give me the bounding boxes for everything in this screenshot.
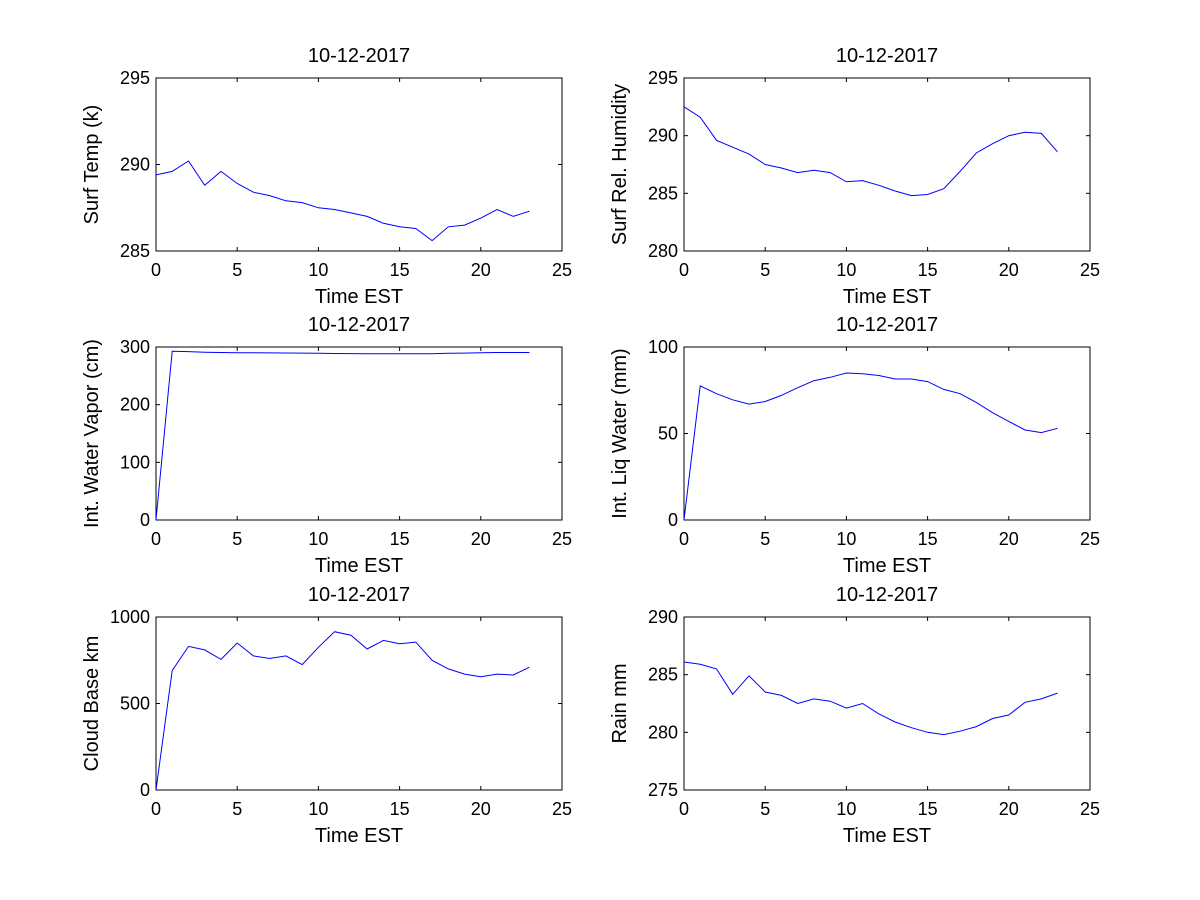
x-tick-label: 15 — [390, 529, 410, 549]
x-tick-label: 5 — [232, 529, 242, 549]
x-tick-label: 20 — [471, 529, 491, 549]
y-axis-label: Surf Rel. Humidity — [609, 84, 631, 245]
subplot-4: 0 5 10 15 20 25 0 50 100 10-12-2017 Time EST Int. L… — [609, 314, 1100, 577]
x-tick-label: 20 — [999, 799, 1019, 819]
x-tick-label: 10 — [836, 260, 856, 280]
x-tick-label: 10 — [308, 529, 328, 549]
x-axis-label: Time EST — [315, 825, 403, 847]
x-tick-label: 25 — [552, 529, 572, 549]
x-tick-label: 0 — [679, 260, 689, 280]
chart-title: 10-12-2017 — [308, 584, 410, 606]
series-line-1 — [683, 106, 1058, 197]
chart-title: 10-12-2017 — [308, 314, 410, 336]
subplot-6: 0 5 10 15 20 25 275 280 285 290 10-12-2017 Time EST… — [609, 584, 1100, 847]
y-tick-label: 295 — [120, 68, 150, 88]
subplot-1: 0 5 10 15 20 25 285 290 295 10-12-2017 Time EST Sur… — [81, 45, 572, 308]
x-axis-label: Time EST — [843, 825, 931, 847]
x-axis-label: Time EST — [315, 555, 403, 577]
x-tick-label: 20 — [999, 529, 1019, 549]
x-axis-label: Time EST — [843, 286, 931, 308]
y-tick-label: 0 — [140, 780, 150, 800]
axes-box — [155, 77, 563, 252]
x-tick-label: 15 — [390, 260, 410, 280]
chart-title: 10-12-2017 — [308, 45, 410, 67]
x-tick-label: 15 — [918, 529, 938, 549]
x-tick-label: 25 — [552, 799, 572, 819]
axes-box — [155, 616, 563, 791]
subplot-2: 0 5 10 15 20 25 280 285 290 295 10-12-2017 Time EST… — [609, 45, 1100, 308]
x-axis-label: Time EST — [843, 555, 931, 577]
axes-box — [683, 616, 1091, 791]
x-tick-label: 10 — [836, 529, 856, 549]
x-tick-label: 20 — [999, 260, 1019, 280]
y-axis-label: Int. Water Vapor (cm) — [81, 339, 103, 528]
x-tick-label: 15 — [918, 260, 938, 280]
x-tick-label: 25 — [1080, 260, 1100, 280]
axes-box — [683, 346, 1091, 521]
chart-title: 10-12-2017 — [836, 584, 938, 606]
y-tick-label: 295 — [648, 68, 678, 88]
series-line-1 — [683, 661, 1058, 736]
axes-box — [683, 77, 1091, 252]
x-tick-label: 0 — [151, 529, 161, 549]
chart-title: 10-12-2017 — [836, 314, 938, 336]
y-tick-label: 290 — [648, 607, 678, 627]
x-tick-label: 5 — [232, 799, 242, 819]
x-tick-label: 15 — [390, 799, 410, 819]
y-tick-label: 100 — [120, 452, 150, 472]
y-axis-label: Cloud Base km — [81, 636, 103, 772]
subplot-3: 0 5 10 15 20 25 0 100 200 300 10-12-2017 Time EST In… — [81, 314, 572, 577]
y-tick-label: 0 — [668, 510, 678, 530]
y-axis-label: Rain mm — [609, 663, 631, 743]
y-tick-label: 200 — [120, 395, 150, 415]
y-tick-label: 275 — [648, 780, 678, 800]
x-tick-label: 10 — [836, 799, 856, 819]
x-tick-label: 5 — [760, 799, 770, 819]
subplot-5: 0 5 10 15 20 25 0 500 1000 10-12-2017 Time EST Clou… — [81, 584, 572, 847]
y-tick-label: 290 — [648, 126, 678, 146]
series-line-1 — [155, 350, 530, 521]
y-tick-label: 280 — [648, 241, 678, 261]
y-tick-label: 290 — [120, 155, 150, 175]
chart-title: 10-12-2017 — [836, 45, 938, 67]
y-tick-label: 100 — [648, 337, 678, 357]
y-tick-label: 300 — [120, 337, 150, 357]
y-tick-label: 0 — [140, 510, 150, 530]
x-tick-label: 0 — [679, 529, 689, 549]
x-tick-label: 10 — [308, 260, 328, 280]
x-tick-label: 0 — [679, 799, 689, 819]
y-tick-label: 285 — [120, 241, 150, 261]
y-tick-label: 280 — [648, 722, 678, 742]
x-tick-label: 20 — [471, 260, 491, 280]
x-tick-label: 0 — [151, 260, 161, 280]
y-tick-label: 285 — [648, 665, 678, 685]
x-axis-label: Time EST — [315, 286, 403, 308]
x-tick-label: 25 — [552, 260, 572, 280]
x-tick-label: 5 — [760, 260, 770, 280]
x-tick-label: 25 — [1080, 799, 1100, 819]
x-tick-label: 15 — [918, 799, 938, 819]
axes-box — [155, 346, 563, 521]
y-axis-label: Int. Liq Water (mm) — [609, 348, 631, 518]
y-tick-label: 1000 — [110, 607, 150, 627]
x-tick-label: 5 — [232, 260, 242, 280]
y-axis-label: Surf Temp (k) — [81, 105, 103, 225]
series-line-1 — [683, 372, 1058, 521]
x-tick-label: 25 — [1080, 529, 1100, 549]
series-line-1 — [155, 160, 530, 242]
y-tick-label: 285 — [648, 183, 678, 203]
x-tick-label: 10 — [308, 799, 328, 819]
x-tick-label: 0 — [151, 799, 161, 819]
y-tick-label: 50 — [658, 424, 678, 444]
series-line-1 — [155, 631, 530, 791]
x-tick-label: 5 — [760, 529, 770, 549]
y-tick-label: 500 — [120, 694, 150, 714]
x-tick-label: 20 — [471, 799, 491, 819]
